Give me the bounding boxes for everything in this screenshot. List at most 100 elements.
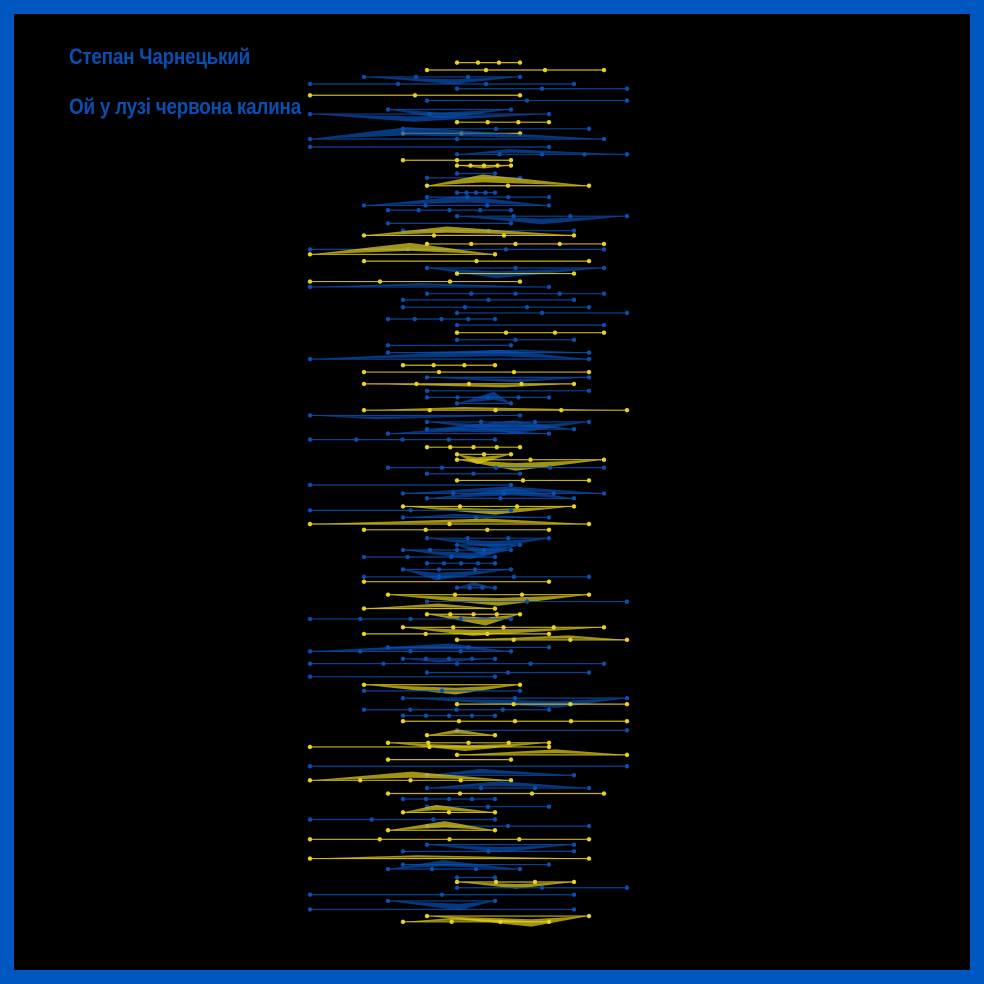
note-dot (516, 395, 521, 400)
melody-shape (310, 242, 495, 255)
note-dot (424, 265, 430, 271)
melody-shape (457, 391, 511, 404)
note-dot (571, 849, 577, 854)
note-dot (586, 574, 592, 580)
note-dot (524, 98, 530, 103)
note-dot (586, 388, 592, 394)
note-dot (508, 547, 514, 553)
note-dot (307, 93, 313, 98)
note-dot (458, 649, 463, 654)
note-dot (508, 778, 514, 783)
melody-shape (427, 377, 589, 383)
note-dot (377, 837, 382, 842)
note-dot (369, 817, 374, 822)
note-dot (454, 271, 460, 276)
note-dot (307, 892, 313, 897)
note-dot (473, 190, 479, 195)
note-dot (424, 175, 430, 181)
melody-shape (310, 771, 511, 781)
note-dot (517, 413, 523, 418)
note-dot (517, 74, 523, 80)
melody-shape (457, 635, 627, 640)
note-dot (307, 279, 313, 284)
note-dot (454, 310, 460, 316)
note-dot (424, 445, 430, 450)
note-dot (441, 561, 447, 566)
note-dot (400, 719, 406, 724)
note-dot (454, 190, 460, 195)
note-dot (571, 496, 577, 501)
note-dot (361, 381, 367, 387)
melody-shape (388, 900, 495, 911)
note-dot (447, 279, 453, 284)
note-dot (454, 547, 460, 553)
note-dot (624, 86, 630, 91)
note-dot (469, 241, 474, 247)
note-dot (601, 465, 607, 470)
note-dot (358, 616, 363, 622)
song-title: Ой у лузі червона калина (69, 94, 301, 119)
note-dot (408, 707, 413, 712)
note-dot (546, 395, 552, 400)
note-dot (385, 757, 391, 762)
note-dot (448, 612, 453, 617)
note-dot (449, 554, 454, 560)
note-dot (458, 778, 463, 783)
note-dot (601, 265, 607, 271)
note-dot (503, 330, 509, 335)
note-dot (467, 585, 472, 590)
note-dot (464, 190, 469, 195)
note-dot (454, 322, 460, 328)
melody-shape (310, 114, 549, 122)
note-dot (492, 713, 498, 718)
melody-shape (388, 860, 520, 870)
note-dot (511, 369, 517, 375)
note-dot (424, 471, 430, 476)
note-dot (539, 310, 545, 316)
note-dot (454, 661, 460, 666)
note-dot (471, 612, 476, 617)
note-dot (462, 363, 467, 368)
note-dot (469, 291, 474, 296)
note-dot (492, 316, 498, 322)
note-dot (307, 508, 313, 513)
note-dot (552, 330, 558, 335)
note-dot (624, 599, 630, 604)
author-name: Степан Чарнецький (69, 44, 251, 69)
note-dot (492, 674, 498, 679)
note-dot (307, 661, 313, 666)
note-dot (471, 471, 476, 476)
note-dot (624, 408, 630, 413)
note-dot (586, 670, 592, 675)
note-dot (517, 279, 523, 284)
note-dot (546, 645, 552, 650)
note-dot (439, 465, 445, 470)
melody-shape (427, 421, 589, 434)
note-dot (400, 304, 406, 310)
note-dot (586, 823, 592, 829)
note-dot (505, 823, 511, 829)
note-dot (424, 375, 430, 380)
note-dot (400, 796, 406, 802)
melody-shape (388, 427, 549, 434)
note-dot (505, 183, 511, 188)
note-dot (457, 504, 463, 509)
note-dot (494, 445, 499, 450)
note-dot (528, 661, 533, 666)
note-dot (385, 207, 391, 213)
note-dot (462, 304, 468, 310)
melody-shape (310, 518, 589, 525)
note-dot (446, 437, 451, 442)
note-dot (586, 356, 592, 362)
melody-shape (457, 881, 574, 889)
note-dot (511, 574, 517, 580)
note-dot (601, 247, 607, 252)
note-dot (497, 152, 502, 157)
note-dot (361, 579, 367, 584)
melody-shape (364, 603, 495, 609)
note-dot (511, 213, 516, 219)
note-dot (423, 203, 428, 208)
note-dot (624, 310, 630, 316)
note-dot (307, 907, 313, 912)
note-dot (424, 98, 430, 103)
